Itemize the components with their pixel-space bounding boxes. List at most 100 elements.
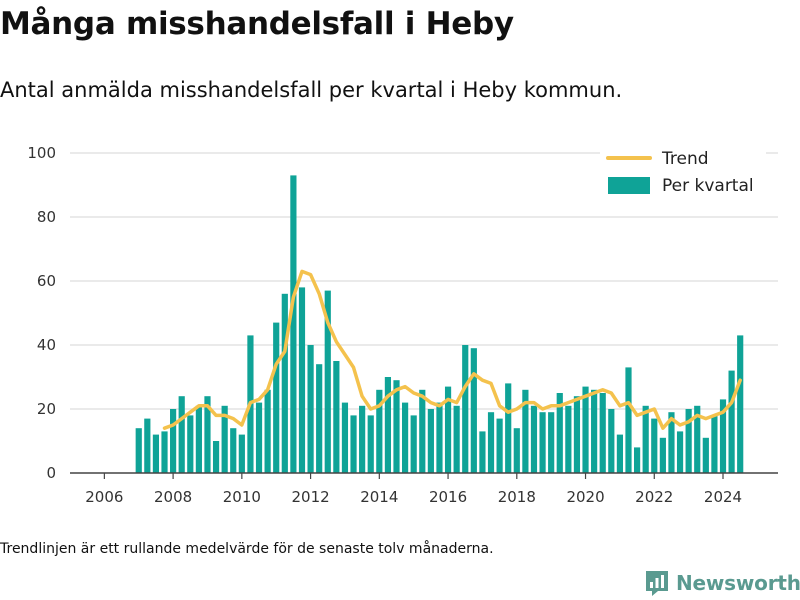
bar: [316, 364, 323, 473]
bar: [419, 389, 426, 473]
legend-trend-label: Trend: [661, 149, 709, 169]
x-tick-label: 2012: [291, 488, 329, 506]
trend-line: [162, 269, 742, 430]
bar: [719, 399, 727, 473]
bar: [359, 405, 366, 473]
x-tick-label: 2014: [360, 488, 398, 506]
bar: [384, 377, 392, 473]
chart: 0 20 40 60 80 100 2006 2008 2010 2012 2014 2016 201…: [27, 144, 778, 506]
bar: [711, 415, 718, 473]
x-axis-ticks: 2006 2008 2010 2012 2014 2016 2018 2020 2022 2024: [85, 473, 742, 506]
bar: [135, 428, 142, 473]
bar: [333, 361, 340, 473]
y-tick-label: 20: [37, 400, 56, 418]
bar: [479, 431, 486, 473]
y-tick-label: 80: [37, 208, 56, 226]
bar: [444, 386, 452, 473]
bar: [470, 348, 477, 473]
y-tick-label: 60: [37, 272, 56, 290]
footnote: Trendlinjen är ett rullande medelvärde f…: [0, 541, 494, 557]
bar: [642, 405, 649, 473]
bar: [676, 431, 684, 473]
bar: [548, 412, 555, 473]
brand-logo[interactable]: Newsworthy: [644, 569, 800, 597]
bar: [565, 405, 572, 473]
bar: [255, 402, 263, 473]
bar: [367, 415, 374, 473]
legend-bar-label: Per kvartal: [662, 176, 754, 196]
bar: [556, 393, 563, 473]
page-subtitle: Antal anmälda misshandelsfall per kvarta…: [0, 78, 623, 102]
bar: [298, 287, 306, 473]
x-tick-label: 2022: [635, 488, 673, 506]
bar: [376, 389, 383, 473]
bar: [591, 389, 598, 473]
bar: [230, 428, 237, 473]
x-tick-label: 2024: [704, 488, 742, 506]
y-tick-label: 100: [27, 144, 56, 162]
bar: [212, 441, 220, 473]
bar: [453, 405, 460, 473]
y-axis-ticks: 0 20 40 60 80 100: [27, 144, 56, 482]
bar: [281, 293, 288, 473]
bar: [221, 405, 228, 473]
bar: [152, 434, 160, 473]
bar: [195, 405, 202, 473]
bar: [505, 383, 512, 473]
bar: [187, 415, 194, 473]
bar: [462, 345, 469, 473]
x-tick-label: 2020: [566, 488, 604, 506]
bar: [625, 367, 632, 473]
bar: [427, 409, 434, 473]
x-tick-label: 2010: [223, 488, 261, 506]
bar: [737, 335, 744, 473]
bar: [436, 402, 443, 473]
bar: [341, 402, 349, 473]
legend-bar-swatch: [608, 177, 650, 194]
brand-name: Newsworthy: [676, 571, 800, 595]
newsworthy-logo-icon: [646, 571, 668, 596]
bar: [522, 389, 529, 473]
bar: [530, 405, 538, 473]
bar: [702, 437, 709, 473]
bar: [599, 393, 606, 473]
bar: [161, 431, 168, 473]
legend: Trend Per kvartal: [600, 146, 766, 200]
bar: [393, 380, 400, 473]
bar: [582, 386, 589, 473]
bar: [170, 409, 177, 473]
bar: [324, 290, 331, 473]
bar: [273, 322, 280, 473]
y-tick-label: 0: [46, 464, 56, 482]
x-tick-label: 2016: [429, 488, 467, 506]
bar: [350, 415, 357, 473]
bar: [402, 402, 409, 473]
bar: [616, 434, 623, 473]
bar: [668, 412, 675, 473]
x-tick-label: 2018: [498, 488, 536, 506]
bar: [204, 396, 211, 473]
bar: [513, 428, 520, 473]
bar: [144, 418, 151, 473]
page-title: Många misshandelsfall i Heby: [0, 6, 514, 42]
bar: [728, 370, 735, 473]
bar: [410, 415, 417, 473]
bar: [651, 418, 658, 473]
bar-series: [135, 175, 744, 473]
bar: [539, 412, 546, 473]
bar: [633, 447, 641, 473]
bar: [496, 418, 503, 473]
bar: [264, 389, 271, 473]
bar: [659, 437, 666, 473]
bar: [307, 345, 314, 473]
bar: [694, 405, 701, 473]
bar: [238, 434, 245, 473]
bar: [290, 175, 297, 473]
bar: [178, 396, 185, 473]
x-tick-label: 2008: [154, 488, 192, 506]
x-tick-label: 2006: [85, 488, 123, 506]
bar: [573, 396, 581, 473]
bar: [608, 409, 615, 473]
bar: [685, 409, 692, 473]
y-tick-label: 40: [37, 336, 56, 354]
